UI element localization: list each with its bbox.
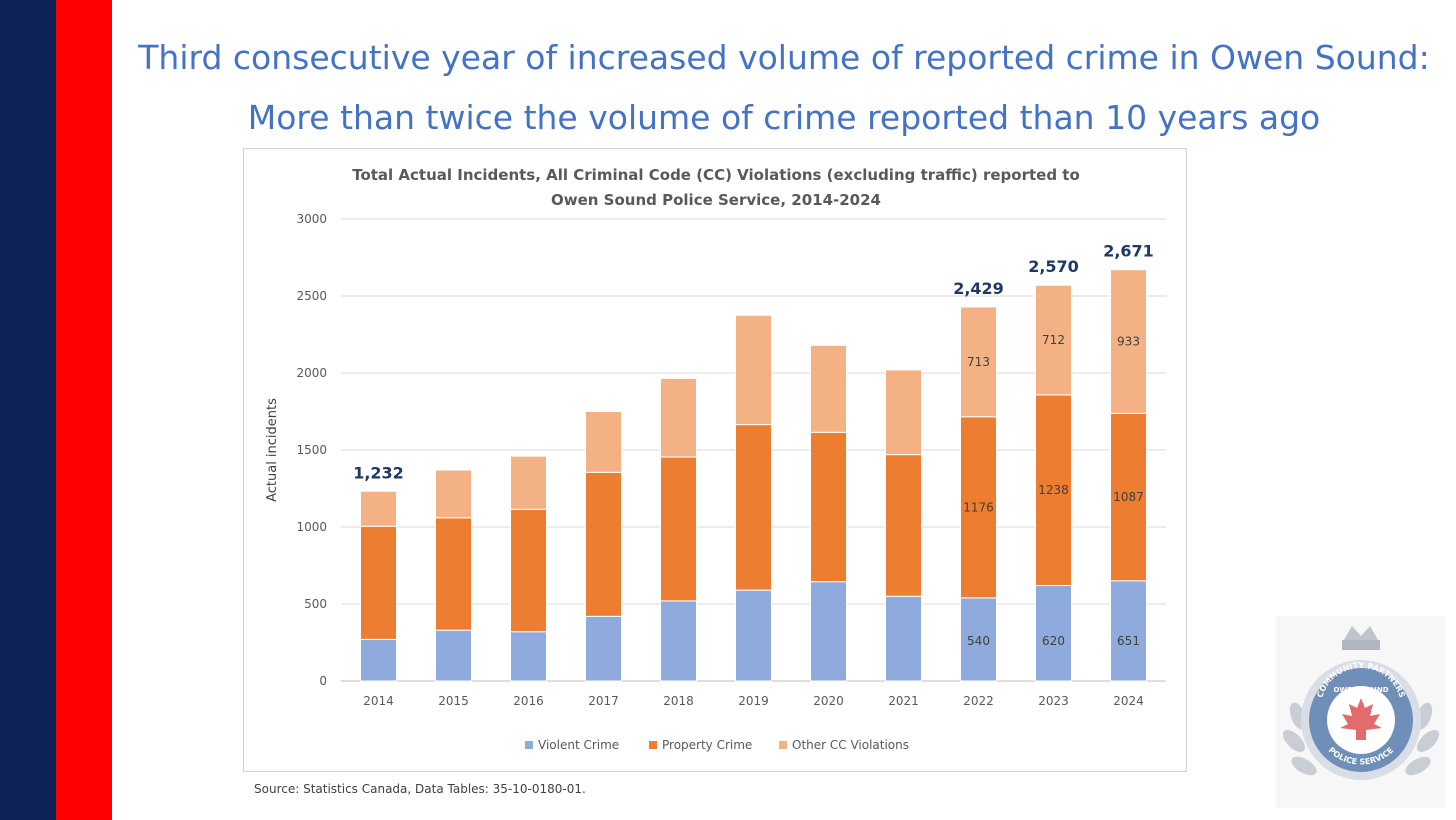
bar-segment bbox=[510, 455, 547, 510]
legend-swatch bbox=[525, 741, 533, 749]
y-axis-label: Actual incidents bbox=[265, 398, 280, 502]
bar-segment bbox=[885, 595, 922, 682]
y-tick-label: 2000 bbox=[296, 366, 327, 380]
x-tick-label: 2019 bbox=[738, 694, 769, 708]
bar-segment bbox=[960, 306, 997, 418]
bar-segment bbox=[735, 314, 772, 426]
total-label: 2,570 bbox=[1028, 257, 1079, 276]
bar-segment bbox=[585, 471, 622, 617]
bar-segment bbox=[435, 629, 472, 682]
slide-headline-line1: Third consecutive year of increased volu… bbox=[138, 38, 1430, 77]
bar-segment bbox=[735, 424, 772, 591]
x-tick-label: 2017 bbox=[588, 694, 619, 708]
x-tick-label: 2018 bbox=[663, 694, 694, 708]
y-tick-label: 1500 bbox=[296, 443, 327, 457]
x-tick-label: 2014 bbox=[363, 694, 394, 708]
bar-segment bbox=[735, 589, 772, 682]
total-label: 1,232 bbox=[353, 463, 404, 482]
bar-segment bbox=[1035, 585, 1072, 682]
bar-segment bbox=[660, 456, 697, 602]
bar-segment bbox=[435, 469, 472, 519]
y-tick-label: 3000 bbox=[296, 212, 327, 226]
bar-segment bbox=[810, 431, 847, 583]
y-tick-label: 2500 bbox=[296, 289, 327, 303]
bar-segment bbox=[660, 600, 697, 682]
x-tick-label: 2016 bbox=[513, 694, 544, 708]
stacked-bar-chart: 0 500 1000 1500 2000 2500 3000 Actual incidents… bbox=[265, 212, 1166, 752]
chart-frame: Total Actual Incidents, All Criminal Cod… bbox=[243, 148, 1187, 772]
bar-segment bbox=[660, 377, 697, 458]
chart-title-line2: Owen Sound Police Service, 2014-2024 bbox=[551, 191, 881, 209]
bar-segment bbox=[510, 631, 547, 682]
total-label: 2,671 bbox=[1103, 242, 1154, 261]
x-tick-label: 2021 bbox=[888, 694, 919, 708]
data-label: 1176 bbox=[963, 500, 994, 514]
total-label: 2,429 bbox=[953, 279, 1004, 298]
bar-segment bbox=[1035, 284, 1072, 396]
bar-segment bbox=[810, 344, 847, 433]
logo-text-mid: OWEN SOUND bbox=[1333, 686, 1388, 694]
navy-side-band bbox=[0, 0, 56, 820]
data-label: 933 bbox=[1117, 335, 1140, 349]
source-note: Source: Statistics Canada, Data Tables: … bbox=[254, 782, 586, 796]
x-tick-label: 2024 bbox=[1113, 694, 1144, 708]
data-label: 620 bbox=[1042, 634, 1065, 648]
data-label: 1087 bbox=[1113, 490, 1144, 504]
x-tick-label: 2015 bbox=[438, 694, 469, 708]
legend-swatch bbox=[649, 741, 657, 749]
legend-label: Violent Crime bbox=[538, 738, 619, 752]
bar-segment bbox=[885, 454, 922, 597]
bar-segment bbox=[1035, 394, 1072, 587]
x-tick-label: 2023 bbox=[1038, 694, 1069, 708]
y-tick-label: 0 bbox=[319, 674, 327, 688]
bar-segment bbox=[960, 597, 997, 682]
bar-segment bbox=[585, 615, 622, 682]
bar-segment bbox=[360, 490, 397, 527]
bar-segment bbox=[810, 581, 847, 682]
data-label: 1238 bbox=[1038, 483, 1069, 497]
data-label: 651 bbox=[1117, 634, 1140, 648]
bar-segment bbox=[360, 525, 397, 640]
bar-segment bbox=[585, 411, 622, 473]
bar-segment bbox=[885, 369, 922, 456]
chart-title-line1: Total Actual Incidents, All Criminal Cod… bbox=[352, 166, 1080, 184]
bar-segment bbox=[360, 638, 397, 682]
bar-segment bbox=[960, 416, 997, 599]
data-label: 712 bbox=[1042, 333, 1065, 347]
slide-headline-line2: More than twice the volume of crime repo… bbox=[247, 98, 1321, 137]
x-tick-label: 2020 bbox=[813, 694, 844, 708]
bar-segment bbox=[510, 508, 547, 633]
data-label: 713 bbox=[967, 355, 990, 369]
y-tick-label: 1000 bbox=[296, 520, 327, 534]
bar-segment bbox=[1110, 580, 1147, 682]
legend-label: Other CC Violations bbox=[792, 738, 909, 752]
bar-segment bbox=[435, 517, 472, 631]
police-service-logo: COMMUNITY PARTNERS POLICE SERVICE OWEN S… bbox=[1276, 616, 1446, 808]
y-tick-label: 500 bbox=[304, 597, 327, 611]
red-side-band bbox=[56, 0, 112, 820]
bar-segment bbox=[1110, 412, 1147, 582]
bar-segment bbox=[1110, 269, 1147, 414]
data-label: 540 bbox=[967, 634, 990, 648]
legend-label: Property Crime bbox=[662, 738, 752, 752]
legend-swatch bbox=[779, 741, 787, 749]
x-tick-label: 2022 bbox=[963, 694, 994, 708]
